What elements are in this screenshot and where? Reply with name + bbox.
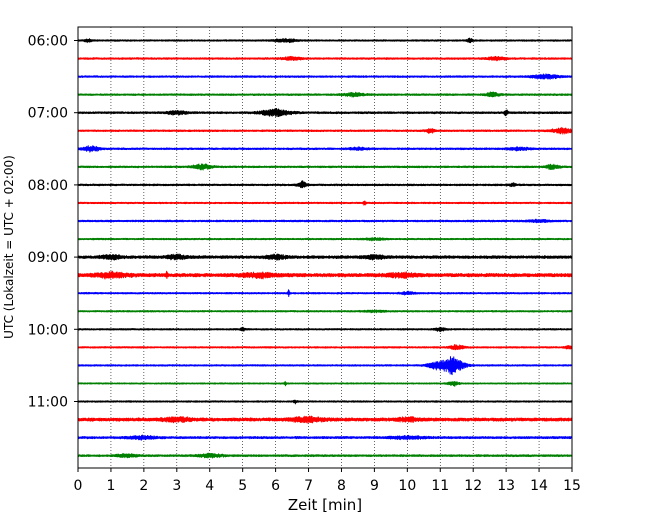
x-tick-label: 2 <box>139 478 148 494</box>
y-tick-label: 07:00 <box>28 106 68 122</box>
x-tick-label: 5 <box>238 478 247 494</box>
y-axis-label: UTC (Lokalzeit = UTC + 02:00) <box>2 155 16 339</box>
trace-1130 <box>77 434 573 441</box>
trace-0730 <box>77 145 573 153</box>
trace-0600 <box>77 37 573 44</box>
x-tick-label: 3 <box>172 478 181 494</box>
x-tick-label: 12 <box>464 478 482 494</box>
x-tick-label: 1 <box>106 478 115 494</box>
trace-1030 <box>77 356 573 376</box>
trace-0700 <box>77 108 573 118</box>
trace-0945 <box>77 309 573 314</box>
x-tick-label: 0 <box>74 478 83 494</box>
y-tick-label: 10:00 <box>28 322 68 338</box>
trace-0630 <box>77 73 573 80</box>
x-axis-ticks: 0 1 2 3 4 5 6 7 8 9 10 11 12 13 14 15 <box>74 468 581 494</box>
trace-1000 <box>77 326 573 333</box>
trace-0800 <box>77 180 573 189</box>
trace-0900 <box>77 253 573 261</box>
trace-0615 <box>77 55 573 62</box>
trace-0745 <box>77 163 573 171</box>
trace-1045 <box>77 380 573 387</box>
trace-0715 <box>77 126 573 135</box>
trace-0815 <box>77 200 573 206</box>
y-tick-label: 09:00 <box>28 250 68 266</box>
trace-1115 <box>77 415 573 424</box>
x-tick-label: 8 <box>337 478 346 494</box>
trace-0930 <box>77 289 573 298</box>
x-tick-label: 13 <box>497 478 515 494</box>
x-tick-label: 14 <box>530 478 548 494</box>
x-tick-label: 7 <box>304 478 313 494</box>
x-tick-label: 11 <box>431 478 449 494</box>
x-tick-label: 9 <box>370 478 379 494</box>
x-tick-label: 15 <box>563 478 581 494</box>
trace-0830 <box>77 218 573 224</box>
trace-0645 <box>77 91 573 98</box>
x-axis-label: Zeit [min] <box>288 496 362 514</box>
x-tick-label: 10 <box>398 478 416 494</box>
x-tick-label: 4 <box>205 478 214 494</box>
y-tick-label: 06:00 <box>28 34 68 50</box>
trace-0915 <box>77 270 573 280</box>
plot-frame <box>77 26 573 469</box>
y-axis-ticks: 06:00 07:00 08:00 09:00 10:00 11:00 <box>28 34 78 411</box>
seismic-traces <box>77 37 573 459</box>
y-tick-label: 08:00 <box>28 178 68 194</box>
y-tick-label: 11:00 <box>28 395 68 411</box>
trace-0845 <box>77 236 573 242</box>
trace-1015 <box>77 344 573 351</box>
trace-1100 <box>77 399 573 405</box>
x-tick-label: 6 <box>271 478 280 494</box>
trace-1145 <box>77 452 573 459</box>
